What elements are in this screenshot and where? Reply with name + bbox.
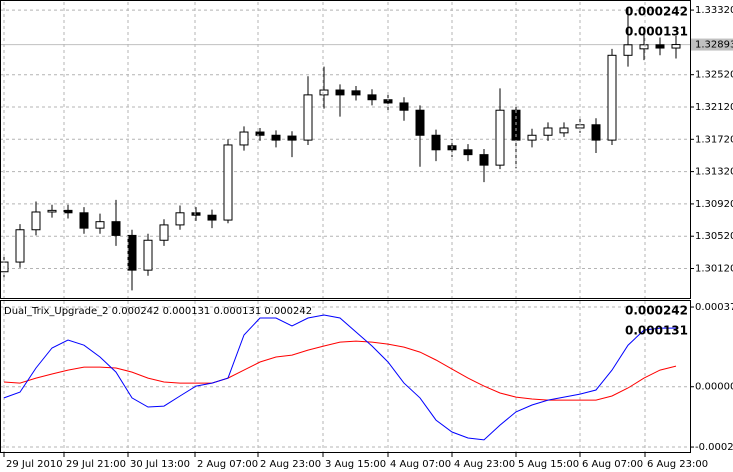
candle-body	[543, 127, 553, 136]
candle-body	[335, 89, 345, 96]
x-tick-label: 4 Aug 07:00	[390, 459, 451, 470]
indicator-panel-border	[0, 300, 691, 453]
candle-body	[175, 212, 185, 226]
indicator-reading: 0.000242	[625, 5, 688, 19]
x-tick-label: 29 Jul 21:00	[66, 459, 126, 470]
y-tick-label: 1.32120	[695, 102, 733, 113]
candle-body	[63, 209, 73, 214]
y-tick-label: 1.32520	[695, 70, 733, 81]
x-tick-label: 6 Aug 23:00	[647, 459, 708, 470]
candle-body	[463, 149, 473, 156]
y-tick-label: -0.00028	[695, 442, 733, 453]
candle-body	[607, 54, 617, 141]
x-tick-label: 4 Aug 23:00	[454, 459, 515, 470]
indicator-line	[3, 340, 677, 401]
current-price-box	[691, 38, 733, 51]
candle-body	[95, 221, 105, 229]
candle-body	[255, 131, 265, 136]
candle-body	[239, 131, 249, 146]
candle-body	[399, 102, 409, 111]
candle-body	[639, 44, 649, 50]
y-tick-label: 0.00037	[695, 302, 733, 313]
indicator-title: Dual_Trix_Upgrade_2 0.000242 0.000131 0.…	[4, 306, 312, 317]
candle-body	[623, 44, 633, 56]
candle-body	[495, 109, 505, 166]
indicator-reading: 0.000131	[625, 324, 688, 338]
current-price-label: 1.32893	[695, 40, 733, 51]
candle-body	[31, 211, 41, 231]
candle-body	[319, 89, 329, 96]
candle-body	[479, 154, 489, 166]
y-tick-label: 0.00000	[695, 382, 733, 393]
y-tick-label: 1.33320	[695, 5, 733, 16]
y-tick-label: 1.30120	[695, 264, 733, 275]
candle-body	[591, 124, 601, 141]
candle-body	[671, 44, 681, 49]
candle-body	[127, 234, 137, 271]
candle-body	[575, 124, 585, 129]
indicator-line	[3, 314, 676, 441]
indicator-reading: 0.000131	[625, 25, 688, 39]
candle-body	[287, 135, 297, 141]
x-tick-label: 5 Aug 15:00	[518, 459, 579, 470]
candle-body	[143, 239, 153, 271]
candle-body	[207, 214, 217, 221]
candle-body	[15, 229, 25, 263]
price-panel-border	[0, 0, 691, 299]
x-tick-label: 29 Jul 2010	[6, 459, 63, 470]
candle-body	[431, 134, 441, 151]
candle-body	[111, 221, 121, 236]
y-tick-label: 1.31320	[695, 167, 733, 178]
candle-body	[159, 224, 169, 241]
x-tick-label: 30 Jul 13:00	[130, 459, 190, 470]
y-tick-label: 1.30920	[695, 199, 733, 210]
candle-body	[415, 109, 425, 136]
price-panel: 1.33320 1.32520 1.32120 1.31720 1.31320 1.309…	[0, 5, 733, 291]
indicator-reading: 0.000242	[625, 304, 688, 318]
candle-body	[655, 44, 665, 49]
y-tick-label: 1.31720	[695, 134, 733, 145]
candle-body	[79, 212, 89, 229]
candle-body	[367, 94, 377, 101]
x-tick-label: 3 Aug 15:00	[325, 459, 386, 470]
x-tick-label: 2 Aug 07:00	[197, 459, 258, 470]
candle-body	[559, 127, 569, 134]
candle-body	[351, 90, 361, 96]
candle-body	[223, 144, 233, 221]
candle-body	[47, 209, 57, 213]
x-tick-label: 2 Aug 23:00	[260, 459, 321, 470]
candle-body	[191, 212, 201, 216]
x-tick-label: 6 Aug 07:00	[582, 459, 643, 470]
candle-body	[527, 134, 537, 141]
candle-body	[303, 94, 313, 141]
y-tick-label: 1.30520	[695, 231, 733, 242]
candle-body	[271, 134, 281, 141]
